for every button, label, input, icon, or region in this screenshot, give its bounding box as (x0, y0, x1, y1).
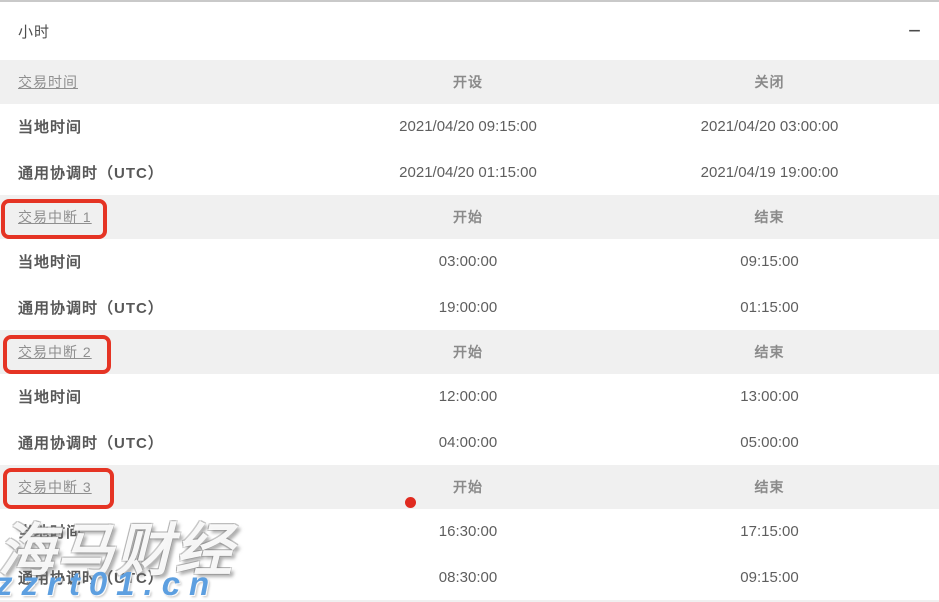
section-header-break-3: 交易中断 3 开始 结束 (0, 465, 939, 509)
column-header-end: 结束 (754, 344, 785, 360)
row-label-utc: 通用协调时（UTC） (18, 569, 164, 587)
table-row: 当地时间 12:00:00 13:00:00 (0, 374, 939, 420)
row-label-local-time: 当地时间 (18, 389, 83, 407)
panel-title: 小时 (18, 23, 51, 41)
row-label-utc: 通用协调时（UTC） (18, 164, 164, 182)
break-3-link[interactable]: 交易中断 3 (18, 479, 92, 495)
column-header-end: 结束 (754, 209, 785, 225)
table-row: 通用协调时（UTC） 2021/04/20 01:15:00 2021/04/1… (0, 149, 939, 195)
cell-close-utc: 2021/04/19 19:00:00 (700, 163, 839, 181)
table-row: 通用协调时（UTC） 08:30:00 09:15:00 (0, 554, 939, 600)
watermark-brand: 海马财经 (0, 519, 234, 583)
table-row: 通用协调时（UTC） 19:00:00 01:15:00 (0, 284, 939, 330)
row-label-local-time: 当地时间 (18, 119, 83, 137)
section-header-break-2: 交易中断 2 开始 结束 (0, 330, 939, 374)
column-header-open: 开设 (453, 74, 483, 90)
next-row-edge (0, 600, 939, 602)
cell-start-utc: 08:30:00 (438, 568, 498, 586)
column-header-start: 开始 (453, 479, 483, 495)
table-row: 通用协调时（UTC） 04:00:00 05:00:00 (0, 419, 939, 465)
cell-end-utc: 09:15:00 (740, 568, 799, 586)
cell-open-utc: 2021/04/20 01:15:00 (399, 163, 537, 181)
column-header-start: 开始 (453, 344, 483, 360)
column-header-start: 开始 (453, 209, 483, 225)
cell-start-local: 12:00:00 (438, 388, 498, 406)
watermark-url: zzrt01.cn (0, 565, 219, 602)
row-label-utc: 通用协调时（UTC） (18, 434, 164, 452)
cell-open-local: 2021/04/20 09:15:00 (399, 118, 537, 136)
cell-end-utc: 01:15:00 (740, 298, 799, 316)
panel-titlebar: 小时 − (0, 2, 939, 60)
row-label-utc: 通用协调时（UTC） (18, 299, 164, 317)
trading-time-link[interactable]: 交易时间 (18, 74, 78, 90)
cell-start-local: 16:30:00 (438, 523, 498, 541)
cell-close-local: 2021/04/20 03:00:00 (700, 118, 839, 136)
break-2-link[interactable]: 交易中断 2 (18, 344, 92, 360)
collapse-minus-icon[interactable]: − (908, 18, 921, 43)
row-label-local-time: 当地时间 (18, 254, 83, 272)
cell-start-local: 03:00:00 (438, 253, 498, 271)
section-header-break-1: 交易中断 1 开始 结束 (0, 195, 939, 239)
column-header-close: 关闭 (754, 74, 785, 90)
section-header-trading-time: 交易时间 开设 关闭 (0, 60, 939, 104)
table-row: 当地时间 2021/04/20 09:15:00 2021/04/20 03:0… (0, 104, 939, 150)
cell-end-local: 13:00:00 (740, 388, 799, 406)
row-label-local-time: 当地时间 (18, 524, 83, 542)
cell-end-local: 17:15:00 (740, 523, 799, 541)
break-1-link[interactable]: 交易中断 1 (18, 209, 92, 225)
cell-end-utc: 05:00:00 (740, 433, 799, 451)
table-row: 当地时间 16:30:00 17:15:00 (0, 509, 939, 555)
column-header-end: 结束 (754, 479, 785, 495)
cell-end-local: 09:15:00 (740, 253, 799, 271)
cell-start-utc: 19:00:00 (438, 298, 498, 316)
table-row: 当地时间 03:00:00 09:15:00 (0, 239, 939, 285)
cell-start-utc: 04:00:00 (438, 433, 498, 451)
